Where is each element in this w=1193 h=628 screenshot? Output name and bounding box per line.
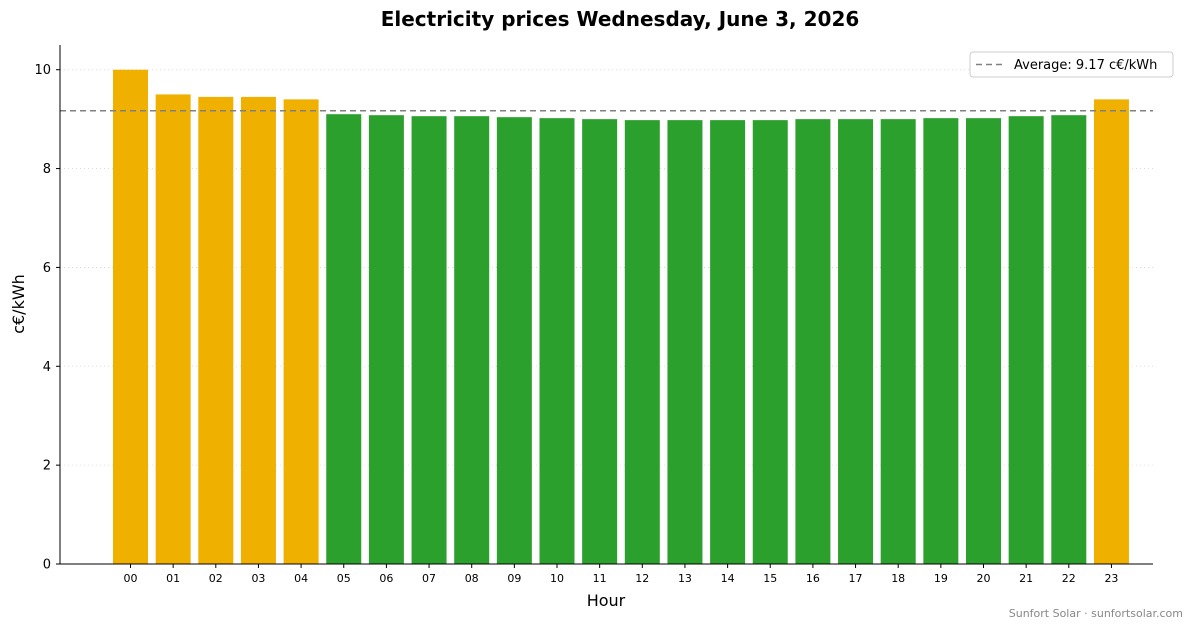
x-axis-label: Hour xyxy=(587,591,626,610)
legend-box xyxy=(969,51,1174,78)
legend: Average: 9.17 c€/kWh xyxy=(969,51,1174,78)
x-tick-label: 20 xyxy=(977,572,991,585)
x-tick-label: 12 xyxy=(635,572,649,585)
bar-hour-05 xyxy=(326,114,362,564)
x-tick-label: 03 xyxy=(251,572,265,585)
bar-hour-19 xyxy=(923,118,959,564)
x-tick-label: 14 xyxy=(721,572,735,585)
y-tick-label: 6 xyxy=(43,261,51,276)
bar-hour-03 xyxy=(240,96,276,565)
bar-hour-14 xyxy=(710,120,746,564)
x-tick-label: 23 xyxy=(1104,572,1118,585)
x-tick-label: 05 xyxy=(337,572,351,585)
x-ticks: 00 01 02 03 04 05 06 07 08 09 10 11 12 13 14 15 16 17 18 19… xyxy=(124,564,1118,585)
x-tick-label: 19 xyxy=(934,572,948,585)
x-tick-label: 09 xyxy=(507,572,521,585)
bar-hour-00 xyxy=(113,69,148,564)
x-tick-label: 17 xyxy=(849,572,863,585)
bar-hour-10 xyxy=(539,118,575,564)
credit-text: Sunfort Solar · sunfortsolar.com xyxy=(1009,607,1183,620)
y-axis-label: c€/kWh xyxy=(9,274,28,334)
x-tick-label: 22 xyxy=(1062,572,1076,585)
bar-hour-01 xyxy=(155,94,191,564)
axes xyxy=(59,45,1153,565)
y-tick-label: 0 xyxy=(43,558,51,573)
x-tick-label: 01 xyxy=(166,572,180,585)
bar-hour-18 xyxy=(880,119,916,565)
x-tick-label: 00 xyxy=(124,572,138,585)
x-tick-label: 07 xyxy=(422,572,436,585)
x-tick-label: 06 xyxy=(379,572,393,585)
bar-hour-22 xyxy=(1051,115,1087,564)
bar-hour-09 xyxy=(496,117,532,564)
bar-hour-17 xyxy=(838,119,874,565)
bars xyxy=(113,69,1129,565)
bar-hour-06 xyxy=(368,115,404,564)
bar-hour-15 xyxy=(752,120,788,564)
chart-title: Electricity prices Wednesday, June 3, 20… xyxy=(381,7,860,31)
x-tick-label: 04 xyxy=(294,572,308,585)
bar-hour-02 xyxy=(198,96,234,565)
x-tick-label: 21 xyxy=(1019,572,1033,585)
x-tick-label: 13 xyxy=(678,572,692,585)
y-tick-label: 10 xyxy=(34,63,51,78)
x-tick-label: 16 xyxy=(806,572,820,585)
x-tick-label: 11 xyxy=(593,572,607,585)
bar-hour-11 xyxy=(582,119,618,565)
y-tick-label: 8 xyxy=(43,162,51,177)
y-tick-label: 4 xyxy=(43,360,51,375)
legend-average-label: Average: 9.17 c€/kWh xyxy=(1014,58,1157,73)
bar-hour-12 xyxy=(624,120,660,564)
bar-hour-21 xyxy=(1008,116,1044,565)
x-tick-label: 02 xyxy=(209,572,223,585)
bar-hour-20 xyxy=(966,118,1001,564)
x-tick-label: 08 xyxy=(465,572,479,585)
bar-hour-08 xyxy=(454,116,490,565)
bar-hour-04 xyxy=(283,99,319,564)
y-tick-label: 2 xyxy=(43,459,51,474)
bar-hour-16 xyxy=(795,119,831,565)
bar-hour-23 xyxy=(1093,99,1129,564)
x-tick-label: 15 xyxy=(763,572,777,585)
x-tick-label: 10 xyxy=(550,572,564,585)
y-ticks: 0 2 4 6 8 10 xyxy=(34,63,60,573)
bar-hour-07 xyxy=(411,116,447,565)
x-tick-label: 18 xyxy=(891,572,905,585)
bar-hour-13 xyxy=(667,120,703,564)
